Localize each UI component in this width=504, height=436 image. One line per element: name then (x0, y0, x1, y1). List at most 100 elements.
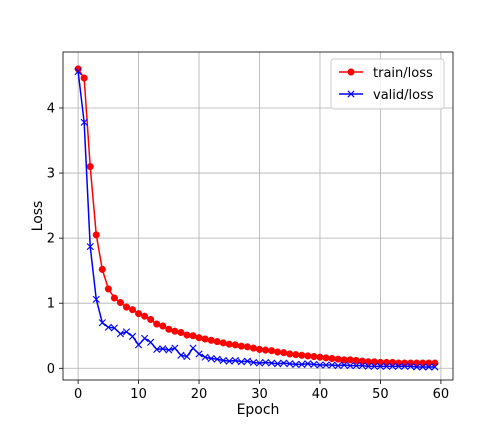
x-tick-label: 40 (312, 387, 329, 402)
data-point-valid-loss (122, 328, 131, 336)
data-point-valid-loss (298, 360, 306, 368)
data-point-valid-loss (376, 362, 385, 370)
x-tick-label: 10 (130, 387, 147, 402)
data-point-valid-loss (425, 363, 433, 371)
data-point-valid-loss (431, 363, 439, 371)
data-point-valid-loss (352, 362, 360, 370)
data-point-valid-loss (370, 362, 378, 370)
x-axis-label: Epoch (237, 402, 280, 418)
data-point-valid-loss (364, 362, 372, 370)
data-point-train-loss (407, 359, 415, 367)
y-axis-label: Loss (30, 201, 46, 232)
axis-labels: Epoch Loss (30, 201, 279, 418)
data-point-train-loss (135, 310, 143, 318)
data-point-valid-loss (153, 345, 161, 354)
legend-swatch-marker (347, 68, 355, 76)
series-lines (74, 65, 439, 371)
data-point-valid-loss (189, 344, 197, 352)
data-point-valid-loss (407, 362, 415, 370)
data-point-train-loss (304, 352, 312, 360)
data-point-train-loss (153, 320, 161, 328)
data-point-valid-loss (388, 362, 397, 370)
data-point-valid-loss (231, 356, 239, 365)
x-tick-label: 60 (433, 387, 450, 402)
data-point-valid-loss (334, 362, 342, 370)
data-point-train-loss (201, 335, 209, 343)
legend: train/loss valid/loss (330, 58, 445, 110)
data-point-valid-loss (177, 351, 185, 359)
data-point-valid-loss (147, 338, 155, 346)
data-point-train-loss (243, 343, 251, 351)
series-line-train-loss (77, 68, 435, 364)
x-tick-label: 50 (372, 387, 389, 402)
data-point-train-loss (255, 345, 264, 353)
y-tick-label: 1 (47, 297, 55, 312)
legend-label: train/loss (373, 66, 433, 81)
data-point-valid-loss (195, 350, 203, 358)
data-point-train-loss (147, 315, 155, 324)
data-point-valid-loss (249, 358, 258, 367)
data-point-valid-loss (274, 360, 282, 368)
data-point-train-loss (116, 299, 124, 307)
data-point-valid-loss (201, 353, 209, 361)
data-point-valid-loss (237, 358, 245, 366)
x-tick-label: 30 (251, 387, 268, 402)
data-point-train-loss (237, 342, 245, 350)
data-point-train-loss (122, 303, 131, 311)
data-point-valid-loss (134, 341, 143, 349)
y-tick-label: 2 (47, 232, 55, 247)
data-point-train-loss (141, 312, 149, 320)
x-tick-label: 20 (191, 387, 208, 402)
data-point-train-loss (274, 348, 282, 356)
data-point-valid-loss (243, 357, 252, 365)
data-point-train-loss (213, 338, 221, 346)
data-point-valid-loss (225, 357, 233, 365)
data-point-train-loss (189, 332, 197, 340)
data-point-valid-loss (207, 354, 215, 363)
data-point-train-loss (104, 285, 112, 293)
plot-frame (62, 51, 454, 381)
data-point-train-loss (395, 359, 403, 367)
y-tick-label: 3 (47, 167, 55, 182)
data-point-valid-loss (110, 324, 118, 332)
data-point-valid-loss (171, 344, 179, 352)
data-point-train-loss (292, 351, 300, 359)
data-point-valid-loss (286, 360, 294, 368)
data-point-train-loss (310, 353, 318, 361)
data-point-train-loss (92, 231, 100, 239)
data-point-train-loss (159, 322, 167, 330)
legend-swatch-marker (347, 90, 355, 98)
data-point-valid-loss (304, 360, 312, 368)
data-point-valid-loss (141, 334, 149, 342)
data-point-train-loss (346, 356, 354, 364)
data-point-valid-loss (86, 242, 94, 251)
data-point-train-loss (195, 334, 203, 342)
data-point-valid-loss (340, 361, 348, 369)
data-point-valid-loss (328, 361, 336, 369)
data-point-train-loss (268, 347, 276, 355)
data-point-valid-loss (401, 362, 409, 370)
data-point-train-loss (231, 341, 239, 349)
data-point-train-loss (165, 325, 173, 333)
legend-item-train-loss: train/loss (339, 66, 433, 81)
data-point-train-loss (128, 306, 137, 314)
data-point-valid-loss (116, 330, 125, 338)
data-point-valid-loss (382, 362, 391, 370)
data-point-valid-loss (80, 118, 88, 126)
data-point-train-loss (177, 328, 185, 337)
legend-label: valid/loss (373, 88, 434, 103)
series-line-valid-loss (77, 71, 435, 368)
data-point-valid-loss (128, 332, 137, 340)
data-point-valid-loss (268, 359, 276, 367)
data-point-valid-loss (358, 362, 366, 370)
data-point-valid-loss (159, 345, 167, 353)
tick-labels: 0 10 20 30 40 50 60 0 1 2 3 4 (47, 101, 449, 402)
data-point-train-loss (322, 354, 330, 362)
data-point-train-loss (98, 265, 106, 273)
series-valid-loss (74, 67, 439, 371)
data-point-train-loss (207, 336, 215, 344)
data-point-train-loss (80, 74, 88, 82)
data-point-valid-loss (213, 355, 221, 363)
data-point-train-loss (298, 351, 306, 359)
